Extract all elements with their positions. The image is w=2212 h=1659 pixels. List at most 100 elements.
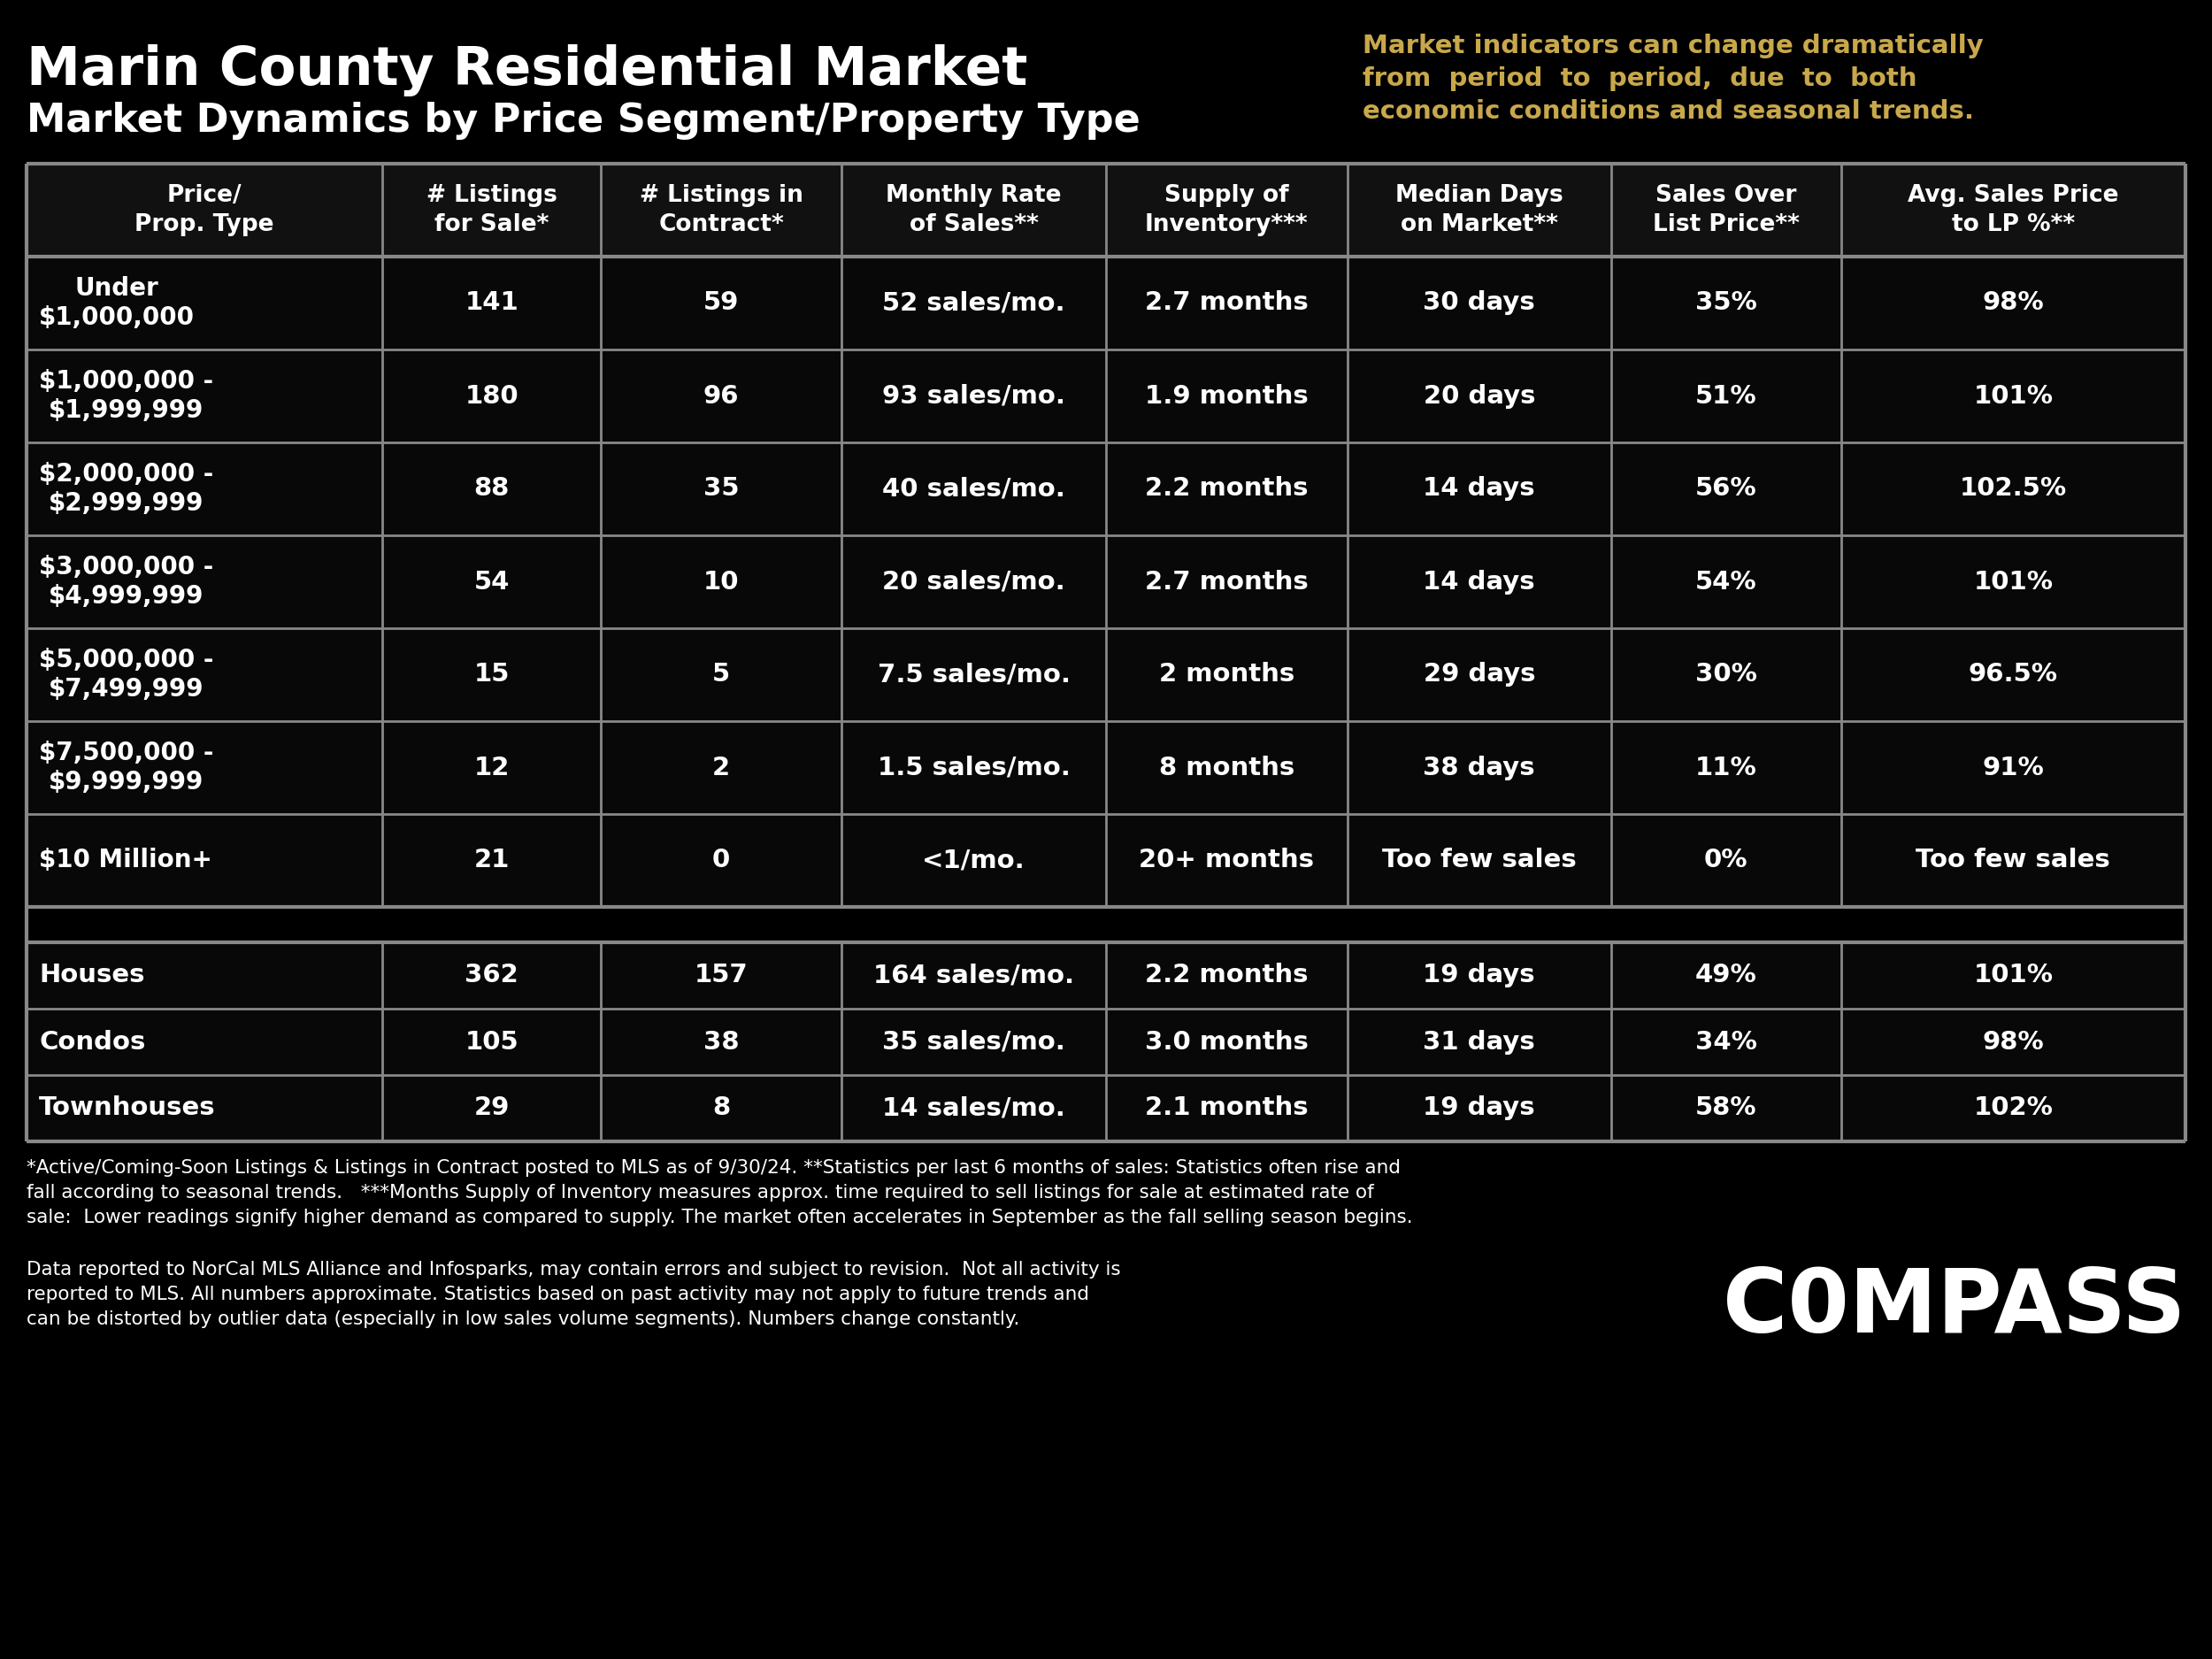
Text: 20 sales/mo.: 20 sales/mo. <box>883 569 1066 594</box>
Text: 96: 96 <box>703 383 739 408</box>
Bar <box>27 536 2185 629</box>
Text: 164 sales/mo.: 164 sales/mo. <box>874 964 1075 987</box>
Text: Median Days
on Market**: Median Days on Market** <box>1396 184 1564 236</box>
Text: 0: 0 <box>712 848 730 873</box>
Bar <box>27 257 2185 350</box>
Text: from  period  to  period,  due  to  both: from period to period, due to both <box>1363 66 1918 91</box>
Text: Too few sales: Too few sales <box>1916 848 2110 873</box>
Text: 2 months: 2 months <box>1159 662 1294 687</box>
Text: 20 days: 20 days <box>1422 383 1535 408</box>
Text: 1.5 sales/mo.: 1.5 sales/mo. <box>878 755 1071 780</box>
Text: Price/
Prop. Type: Price/ Prop. Type <box>135 184 274 236</box>
Text: 35%: 35% <box>1694 290 1756 315</box>
Text: 30 days: 30 days <box>1422 290 1535 315</box>
Text: 98%: 98% <box>1982 1030 2044 1053</box>
Text: 35 sales/mo.: 35 sales/mo. <box>883 1030 1066 1053</box>
Text: 180: 180 <box>465 383 518 408</box>
Text: 362: 362 <box>465 964 518 987</box>
Text: 21: 21 <box>473 848 509 873</box>
Text: 2.2 months: 2.2 months <box>1146 476 1307 501</box>
Text: 19 days: 19 days <box>1422 964 1535 987</box>
Text: 14 days: 14 days <box>1422 476 1535 501</box>
Text: 15: 15 <box>473 662 509 687</box>
Text: 101%: 101% <box>1973 383 2053 408</box>
Text: Townhouses: Townhouses <box>40 1097 215 1120</box>
Text: Avg. Sales Price
to LP %**: Avg. Sales Price to LP %** <box>1907 184 2119 236</box>
Text: 40 sales/mo.: 40 sales/mo. <box>883 476 1066 501</box>
Text: 2: 2 <box>712 755 730 780</box>
Text: 98%: 98% <box>1982 290 2044 315</box>
Bar <box>27 722 2185 815</box>
Bar <box>27 1009 2185 1075</box>
Bar <box>27 164 2185 1141</box>
Text: 102%: 102% <box>1973 1097 2053 1120</box>
Text: 7.5 sales/mo.: 7.5 sales/mo. <box>878 662 1071 687</box>
Text: Market indicators can change dramatically: Market indicators can change dramaticall… <box>1363 33 1984 58</box>
Text: *Active/Coming-Soon Listings & Listings in Contract posted to MLS as of 9/30/24.: *Active/Coming-Soon Listings & Listings … <box>27 1160 1413 1226</box>
Text: Monthly Rate
of Sales**: Monthly Rate of Sales** <box>887 184 1062 236</box>
Text: 1.9 months: 1.9 months <box>1146 383 1307 408</box>
Text: 3.0 months: 3.0 months <box>1146 1030 1307 1053</box>
Text: 38: 38 <box>703 1030 739 1053</box>
Bar <box>27 443 2185 536</box>
Text: Marin County Residential Market: Marin County Residential Market <box>27 45 1029 96</box>
Text: 8 months: 8 months <box>1159 755 1294 780</box>
Text: 59: 59 <box>703 290 739 315</box>
Text: Too few sales: Too few sales <box>1382 848 1577 873</box>
Bar <box>27 907 2185 942</box>
Text: 29: 29 <box>473 1097 509 1120</box>
Text: 141: 141 <box>465 290 518 315</box>
Text: 35: 35 <box>703 476 739 501</box>
Text: 5: 5 <box>712 662 730 687</box>
Text: 31 days: 31 days <box>1422 1030 1535 1053</box>
Text: 101%: 101% <box>1973 569 2053 594</box>
Text: C0MPASS: C0MPASS <box>1723 1266 2185 1350</box>
Text: 19 days: 19 days <box>1422 1097 1535 1120</box>
Text: 52 sales/mo.: 52 sales/mo. <box>883 290 1066 315</box>
Text: 88: 88 <box>473 476 509 501</box>
Bar <box>27 815 2185 907</box>
Text: 2.7 months: 2.7 months <box>1146 290 1307 315</box>
Text: 56%: 56% <box>1694 476 1756 501</box>
Text: 102.5%: 102.5% <box>1960 476 2066 501</box>
Text: Sales Over
List Price**: Sales Over List Price** <box>1652 184 1801 236</box>
Text: $10 Million+: $10 Million+ <box>40 848 212 873</box>
Text: 157: 157 <box>695 964 748 987</box>
Text: 30%: 30% <box>1694 662 1756 687</box>
Text: 2.2 months: 2.2 months <box>1146 964 1307 987</box>
Text: 49%: 49% <box>1694 964 1756 987</box>
Text: 0%: 0% <box>1703 848 1747 873</box>
Text: Supply of
Inventory***: Supply of Inventory*** <box>1146 184 1307 236</box>
Bar <box>27 164 2185 257</box>
Text: 51%: 51% <box>1694 383 1756 408</box>
Text: 11%: 11% <box>1694 755 1756 780</box>
Bar <box>27 629 2185 722</box>
Text: 12: 12 <box>473 755 509 780</box>
Text: 34%: 34% <box>1694 1030 1756 1053</box>
Text: 54: 54 <box>473 569 509 594</box>
Text: 20+ months: 20+ months <box>1139 848 1314 873</box>
Text: 105: 105 <box>465 1030 518 1053</box>
Text: 2.1 months: 2.1 months <box>1146 1097 1307 1120</box>
Text: 10: 10 <box>703 569 739 594</box>
Text: 96.5%: 96.5% <box>1969 662 2057 687</box>
Text: <1/mo.: <1/mo. <box>922 848 1026 873</box>
Text: # Listings
for Sale*: # Listings for Sale* <box>427 184 557 236</box>
Text: Condos: Condos <box>40 1030 146 1053</box>
Text: Houses: Houses <box>40 964 144 987</box>
Text: 29 days: 29 days <box>1422 662 1535 687</box>
Bar <box>27 1075 2185 1141</box>
Text: 91%: 91% <box>1982 755 2044 780</box>
Text: # Listings in
Contract*: # Listings in Contract* <box>639 184 803 236</box>
Bar <box>27 350 2185 443</box>
Text: 38 days: 38 days <box>1422 755 1535 780</box>
Text: 14 days: 14 days <box>1422 569 1535 594</box>
Text: Data reported to NorCal MLS Alliance and Infosparks, may contain errors and subj: Data reported to NorCal MLS Alliance and… <box>27 1261 1121 1329</box>
Text: 14 sales/mo.: 14 sales/mo. <box>883 1097 1066 1120</box>
Text: $5,000,000 -
$7,499,999: $5,000,000 - $7,499,999 <box>40 647 215 702</box>
Text: $2,000,000 -
$2,999,999: $2,000,000 - $2,999,999 <box>40 461 212 516</box>
Text: Market Dynamics by Price Segment/Property Type: Market Dynamics by Price Segment/Propert… <box>27 101 1141 139</box>
Text: $7,500,000 -
$9,999,999: $7,500,000 - $9,999,999 <box>40 740 215 795</box>
Text: 54%: 54% <box>1694 569 1756 594</box>
Text: 2.7 months: 2.7 months <box>1146 569 1307 594</box>
